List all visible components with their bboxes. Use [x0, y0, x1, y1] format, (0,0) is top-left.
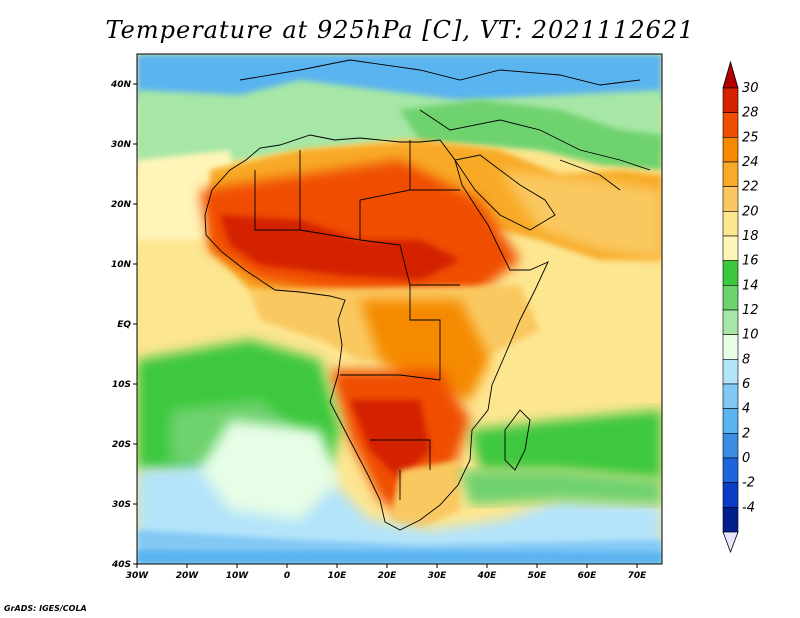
map-title: Temperature at 925hPa [C], VT: 202111262… [105, 16, 695, 44]
colorbar-label: 18 [742, 229, 759, 244]
colorbar-swatch [722, 112, 739, 138]
lon-tick-label: 30E [428, 571, 448, 581]
coastlines [204, 59, 651, 531]
lon-tick-label: 40E [477, 571, 498, 581]
colorbar-label: 16 [742, 254, 759, 269]
lat-tick-label: 30S [112, 500, 131, 510]
lat-tick-label: 10S [112, 380, 131, 390]
colorbar-label: 8 [742, 352, 750, 367]
colorbar-swatch [722, 235, 739, 261]
colorbar-label: 30 [742, 81, 759, 96]
colorbar-swatch [722, 334, 739, 360]
lon-tick-label: 10W [226, 571, 250, 581]
lon-tick-label: 0 [284, 571, 290, 581]
colorbar-label: 6 [742, 377, 750, 392]
colorbar-label: -2 [742, 476, 755, 491]
mediterranean-band [137, 80, 662, 170]
middle-east-green [400, 100, 662, 170]
colorbar-swatch [722, 433, 739, 459]
colorbar-label: 24 [742, 155, 759, 170]
indian-ocean-green [470, 410, 662, 480]
sahel-hottest [220, 215, 460, 280]
south-africa-mild [390, 460, 460, 530]
colorbar-label: 10 [742, 328, 759, 343]
colorbar-swatch [722, 161, 739, 187]
plot-frame [136, 53, 663, 565]
colorbar-swatch [722, 457, 739, 483]
colorbar-label: 4 [742, 402, 750, 417]
colorbar-label: 14 [742, 278, 759, 293]
south-atlantic-cold-patch [200, 420, 340, 520]
longitude-axis: 30W 20W 10W 0 10E 20E 30E 40E 50E 60E 70E [126, 564, 647, 581]
colorbar-swatch [722, 186, 739, 212]
colorbar-swatch [722, 260, 739, 286]
colorbar-top-arrow [722, 60, 739, 89]
lon-tick-label: 10E [328, 571, 348, 581]
lon-tick-label: 20E [378, 571, 398, 581]
lon-tick-label: 50E [528, 571, 548, 581]
colorbar-swatch [722, 137, 739, 163]
colorbar-swatch [722, 285, 739, 311]
colorbar-label: 12 [742, 303, 759, 318]
lon-tick-label: 30W [126, 571, 150, 581]
east-africa-warm [360, 300, 490, 400]
colorbar-swatch [722, 211, 739, 237]
southern-ocean-coldest [137, 550, 662, 564]
colorbar-label: 25 [742, 130, 759, 145]
indian-ocean-lightgreen [460, 470, 662, 505]
lat-tick-label: 20N [111, 200, 132, 210]
credit-text: GrADS: IGES/COLA [4, 604, 87, 613]
colorbar-swatch [722, 309, 739, 335]
lon-tick-label: 70E [628, 571, 648, 581]
lat-tick-label: 40S [111, 560, 131, 570]
lat-tick-label: 30N [111, 140, 132, 150]
lat-tick-label: 20S [112, 440, 131, 450]
colorbar-label: 22 [742, 180, 759, 195]
temperature-field [137, 54, 662, 564]
colorbar-swatch [722, 87, 739, 113]
colorbar-swatch [722, 383, 739, 409]
latitude-axis: 40N 30N 20N 10N EQ 10S 20S 30S 40S [110, 80, 137, 570]
arabia-warm [500, 170, 662, 260]
lon-tick-label: 20W [176, 571, 200, 581]
colorbar-label: 2 [742, 426, 750, 441]
colorbar-label: -4 [742, 500, 755, 515]
colorbar-label: 28 [742, 106, 759, 121]
colorbar-bottom-arrow [722, 531, 739, 554]
colorbar-label: 0 [742, 451, 750, 466]
colorbar-swatch [722, 359, 739, 385]
lat-tick-label: 40N [110, 80, 132, 90]
colorbar-swatch [722, 482, 739, 508]
lon-tick-label: 60E [578, 571, 598, 581]
lat-tick-label: 10N [111, 260, 132, 270]
lat-tick-label: EQ [117, 320, 131, 330]
colorbar-swatch [722, 408, 739, 434]
colorbar-swatch [722, 507, 739, 533]
colorbar-label: 20 [742, 204, 759, 219]
